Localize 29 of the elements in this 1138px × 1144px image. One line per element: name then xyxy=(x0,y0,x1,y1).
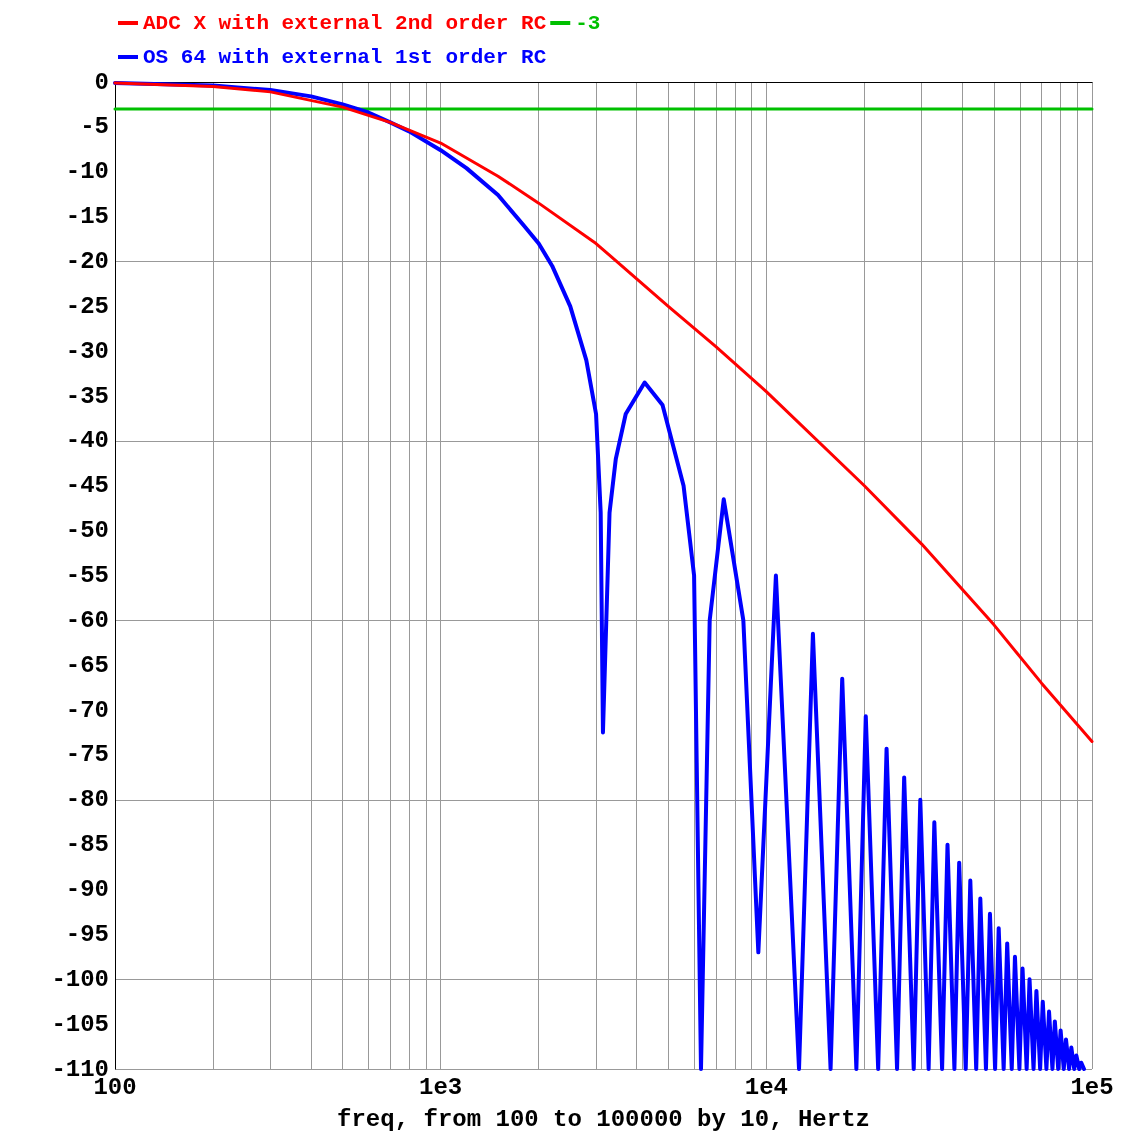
y-tick-label: -55 xyxy=(65,562,109,589)
y-tick-label: -105 xyxy=(51,1010,109,1038)
y-tick-label: -60 xyxy=(65,606,109,634)
x-tick-label: 1e4 xyxy=(744,1073,788,1101)
y-tick-label: -75 xyxy=(65,741,109,769)
y-tick-label: -40 xyxy=(65,427,109,455)
x-axis-title: freq, from 100 to 100000 by 10, Hertz xyxy=(337,1105,870,1133)
x-tick-label: 1e5 xyxy=(1070,1073,1114,1101)
y-tick-label: -95 xyxy=(65,920,109,948)
y-tick-label: -65 xyxy=(65,651,109,679)
x-tick-label: 1e3 xyxy=(419,1073,463,1101)
y-tick-label: -30 xyxy=(65,337,109,365)
y-tick-label: -35 xyxy=(65,382,109,410)
y-tick-label: -5 xyxy=(80,113,109,141)
y-tick-label: -100 xyxy=(51,965,109,993)
legend-label: -3 xyxy=(575,11,601,35)
y-tick-label: -50 xyxy=(65,517,109,545)
y-tick-label: 0 xyxy=(94,68,109,96)
y-tick-label: -10 xyxy=(65,158,109,186)
legend-label: ADC X with external 2nd order RC xyxy=(143,11,547,35)
y-tick-label: -25 xyxy=(65,292,109,320)
y-tick-label: -20 xyxy=(65,247,109,275)
y-tick-label: -45 xyxy=(65,472,109,500)
y-tick-label: -85 xyxy=(65,831,109,859)
y-tick-label: -70 xyxy=(65,696,109,724)
legend-label: OS 64 with external 1st order RC xyxy=(143,45,547,69)
y-tick-label: -15 xyxy=(65,203,109,231)
y-tick-label: -80 xyxy=(65,786,109,814)
y-tick-label: -90 xyxy=(65,876,109,904)
